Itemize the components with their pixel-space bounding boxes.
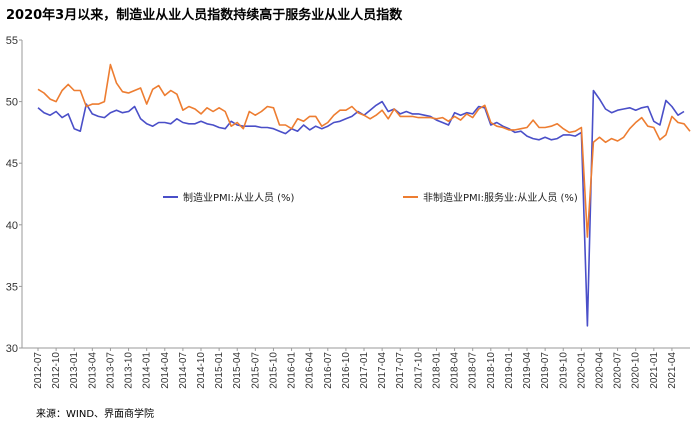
x-tick-label: 2020-07 [613,352,624,389]
x-tick-label: 2017-01 [359,352,370,389]
series-lines [37,63,691,327]
x-tick-label: 2019-10 [558,352,569,389]
x-tick-label: 2015-10 [268,352,279,389]
x-tick-label: 2020-04 [594,352,605,389]
y-tick-label: 35 [6,281,18,293]
x-tick-label: 2021-04 [667,352,678,389]
x-tick-label: 2012-10 [51,352,62,389]
x-tick-label: 2014-07 [178,352,189,389]
legend-label-nonmanufacturing: 非制造业PMI:服务业:从业人员 (%) [423,191,578,204]
y-tick-label: 30 [6,343,18,355]
y-tick-label: 40 [6,220,18,232]
x-tick-label: 2013-07 [105,352,116,389]
x-tick-label: 2019-04 [522,352,533,389]
x-tick-label: 2014-10 [196,352,207,389]
x-tick-label: 2020-01 [576,352,587,389]
y-tick-label: 45 [6,158,18,170]
x-tick-label: 2016-07 [323,352,334,389]
x-tick-label: 2016-10 [341,352,352,389]
x-tick-label: 2019-01 [504,352,515,389]
x-tick-label: 2014-04 [160,352,171,389]
x-tick-label: 2012-07 [33,352,44,389]
x-tick-label: 2017-07 [395,352,406,389]
legend: 制造业PMI:从业人员 (%) 非制造业PMI:服务业:从业人员 (%) [163,191,578,204]
chart-title: 2020年3月以来，制造业从业人员指数持续高于服务业从业人员指数 [6,8,403,23]
x-tick-label: 2013-04 [87,352,98,389]
y-tick-label: 55 [6,35,18,47]
legend-label-manufacturing: 制造业PMI:从业人员 (%) [183,191,295,204]
x-tick-label: 2021-01 [649,352,660,389]
x-tick-label: 2016-01 [287,352,298,389]
x-tick-label: 2018-10 [486,352,497,389]
x-tick-label: 2015-01 [214,352,225,389]
x-tick-label: 2013-01 [69,352,80,389]
x-tick-label: 2015-04 [232,352,243,389]
x-tick-label: 2013-10 [124,352,135,389]
x-tick-label: 2019-07 [540,352,551,389]
x-tick-label: 2015-07 [250,352,261,389]
x-tick-label: 2016-04 [305,352,316,389]
x-tick-label: 2014-01 [142,352,153,389]
x-tick-label: 2017-10 [413,352,424,389]
y-tick-label: 50 [6,97,18,109]
axes [21,40,690,349]
x-tick-labels: 2012-07 2012-10 2013-01 2013-04 2013-07 2013-… [33,348,678,389]
y-tick-labels: 30 35 40 45 50 55 [6,35,22,355]
series-line-nonmanufacturing [37,63,691,238]
x-tick-label: 2017-04 [377,352,388,389]
x-tick-label: 2018-04 [450,352,461,389]
source-note: 来源：WIND、界面商学院 [36,409,155,420]
x-tick-label: 2020-10 [631,352,642,389]
x-tick-label: 2018-07 [468,352,479,389]
series-line-manufacturing [37,89,685,327]
x-tick-label: 2018-01 [431,352,442,389]
